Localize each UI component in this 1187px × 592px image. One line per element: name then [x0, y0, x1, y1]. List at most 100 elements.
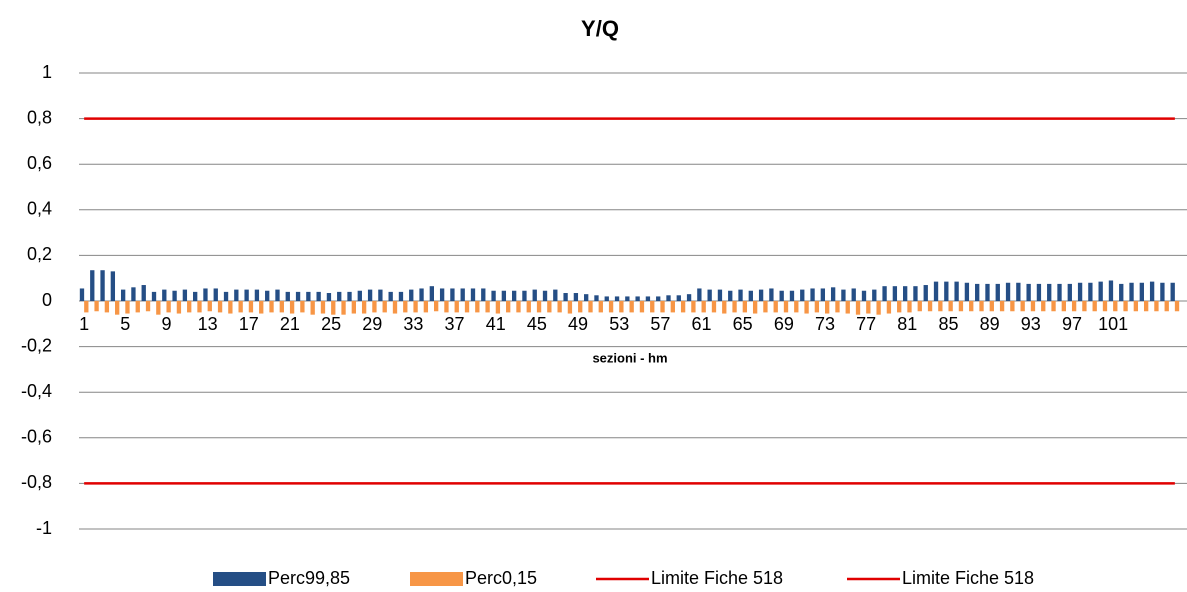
bar [475, 301, 480, 313]
bar [783, 301, 789, 313]
legend-label: Limite Fiche 518 [651, 568, 783, 588]
bar [1164, 301, 1169, 312]
x-tick-label: 37 [445, 314, 465, 334]
bar [897, 301, 902, 313]
bar [454, 301, 459, 313]
x-tick-label: 93 [1021, 314, 1041, 334]
bar [228, 301, 233, 314]
x-tick-label: 21 [280, 314, 300, 334]
x-tick-label: 69 [774, 314, 794, 334]
bar [882, 286, 887, 301]
bar [1071, 301, 1077, 312]
bar [711, 301, 717, 313]
x-tick-label: 85 [938, 314, 958, 334]
bar [892, 286, 898, 301]
y-tick-label: 0,4 [27, 199, 52, 219]
bar [1143, 301, 1149, 312]
bar [347, 291, 352, 301]
bar [306, 291, 311, 301]
bar [100, 270, 105, 301]
x-tick-label: 13 [198, 314, 218, 334]
bar [193, 291, 198, 301]
bar [567, 301, 573, 314]
bar [326, 293, 332, 301]
bar [110, 271, 116, 301]
bar [248, 301, 254, 313]
bar [903, 286, 908, 301]
bar [413, 301, 418, 313]
x-tick-label: 73 [815, 314, 835, 334]
y-tick-label: -0,8 [21, 472, 52, 492]
x-tick-label: 49 [568, 314, 588, 334]
bar [433, 301, 439, 312]
bar [758, 289, 764, 301]
bar [104, 301, 110, 313]
x-tick-label: 77 [856, 314, 876, 334]
bar [316, 291, 321, 301]
bar [722, 301, 727, 314]
bar [398, 291, 404, 301]
bar [1026, 283, 1031, 301]
bar [608, 301, 614, 313]
bar [187, 301, 192, 313]
bar [337, 291, 342, 301]
bar [814, 301, 820, 313]
x-tick-label: 1 [79, 314, 89, 334]
y-tick-label: 1 [42, 62, 52, 82]
bar [989, 301, 994, 312]
bar [598, 301, 603, 313]
bar [197, 301, 202, 313]
bar [804, 301, 809, 314]
bar [732, 301, 737, 313]
bar [1061, 301, 1066, 312]
bar [1036, 283, 1042, 301]
bar [748, 290, 753, 301]
x-tick-label: 97 [1062, 314, 1082, 334]
x-tick-label: 101 [1098, 314, 1128, 334]
bar [639, 301, 645, 313]
bar [1030, 301, 1036, 312]
bar [933, 281, 939, 301]
bar [573, 293, 579, 301]
bar [361, 301, 367, 314]
bar [686, 294, 692, 301]
bar [907, 301, 912, 313]
x-tick-label: 5 [120, 314, 130, 334]
bar [90, 270, 95, 301]
bar [423, 301, 429, 313]
x-tick-label: 17 [239, 314, 259, 334]
bar [670, 301, 675, 313]
bar [320, 301, 326, 314]
bar [886, 301, 892, 314]
bar [563, 293, 568, 301]
bar [769, 288, 774, 301]
bar [660, 301, 665, 313]
x-tick-label: 57 [650, 314, 670, 334]
y-tick-label: -0,2 [21, 335, 52, 355]
bar [855, 301, 861, 315]
bar [1129, 282, 1134, 301]
bar [511, 290, 517, 301]
bar [1047, 283, 1052, 301]
bar [614, 296, 620, 301]
bar [403, 301, 408, 313]
bar [275, 289, 280, 301]
bar [516, 301, 521, 313]
bar [594, 295, 599, 301]
bar [131, 287, 136, 301]
bar [341, 301, 346, 315]
bar [810, 288, 815, 301]
y-tick-label: 0,8 [27, 107, 52, 127]
bar [728, 290, 733, 301]
bar [295, 291, 301, 301]
bar [948, 301, 953, 312]
bar [975, 283, 980, 301]
bar [135, 301, 140, 313]
bar [450, 288, 455, 301]
bar [830, 287, 836, 301]
bar [656, 296, 661, 301]
bar [94, 301, 99, 312]
bar [491, 290, 496, 301]
bar [310, 301, 315, 315]
bar [717, 289, 723, 301]
